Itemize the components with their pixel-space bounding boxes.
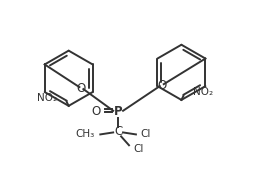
Text: NO₂: NO₂ [193,87,213,97]
Text: CH₃: CH₃ [75,129,94,139]
Text: O: O [77,82,86,95]
Text: Cl: Cl [141,129,151,139]
Text: O: O [157,79,166,92]
Text: NO₂: NO₂ [37,93,57,103]
Text: Cl: Cl [133,144,143,154]
Text: O: O [91,105,100,118]
Text: P: P [114,105,123,118]
Text: C: C [114,125,122,138]
Text: =: = [104,106,112,116]
